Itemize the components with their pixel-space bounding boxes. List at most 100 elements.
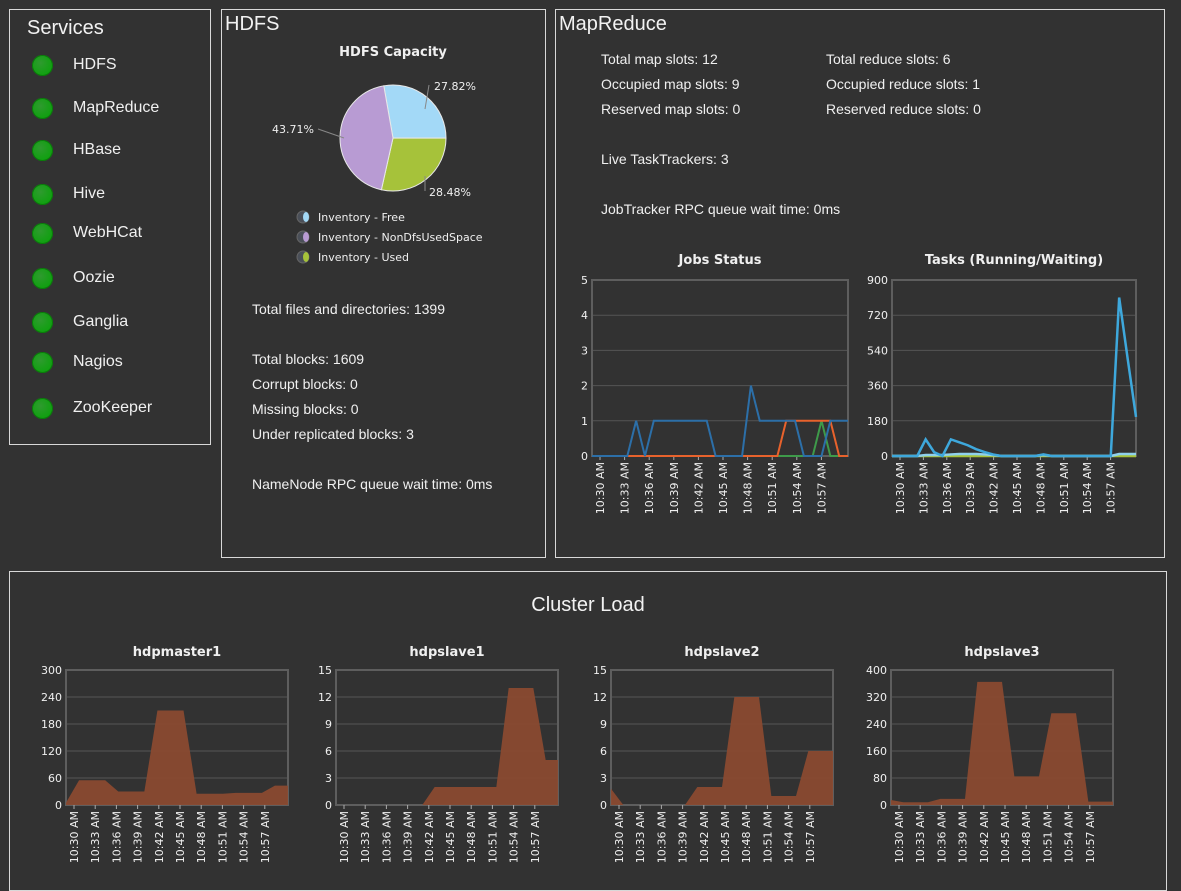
y-tick-label: 0 [880,799,887,812]
load-chart-hdpmaster1: hdpmaster1 0 60 120 180 240 300 10:30 AM 10:33 A… [41,645,289,863]
x-tick-label: 10:57 AM [1105,462,1118,514]
service-item-hbase[interactable]: HBase [32,138,121,162]
chart-title: Jobs Status [678,253,762,268]
y-tick-label: 120 [41,745,62,758]
status-ok-icon [32,183,53,205]
pie-slice [339,85,394,191]
service-label[interactable]: Ganglia [73,313,129,330]
service-label[interactable]: Oozie [73,269,115,286]
x-tick-label: 10:42 AM [153,811,166,863]
x-tick-label: 10:54 AM [1063,811,1076,863]
load-chart-hdpslave2: hdpslave2 0 3 6 9 12 15 10:30 AM 10:33 AM 10:36 A… [593,645,834,863]
x-tick-label: 10:39 AM [132,811,145,863]
y-tick-label: 3 [600,772,607,785]
series-line-running [592,385,848,457]
plot-frame [891,279,1137,457]
y-tick-label: 0 [581,450,588,463]
stat-live-tasktrackers: Live TaskTrackers: 3 [601,151,729,167]
x-tick-label: 10:45 AM [719,811,732,863]
services-panel: Services HDFS MapReduce HBase Hive WebHCat Oo… [9,9,211,445]
x-tick-label: 10:39 AM [957,811,970,863]
service-item-nagios[interactable]: Nagios [32,350,123,374]
stat-reserved-reduce-slots: Reserved reduce slots: 0 [826,101,981,117]
status-ok-icon [32,267,53,289]
legend-swatch [303,252,309,262]
y-tick-label: 900 [867,274,888,287]
stat-jobtracker-rpc: JobTracker RPC queue wait time: 0ms [601,201,841,217]
service-label[interactable]: ZooKeeper [73,399,153,416]
x-tick-label: 10:42 AM [692,462,705,514]
chart-title: Tasks (Running/Waiting) [925,253,1103,268]
x-tick-label: 10:39 AM [964,462,977,514]
legend-swatch [303,212,309,222]
stat-namenode-rpc: NameNode RPC queue wait time: 0ms [252,476,493,492]
legend-item: Inventory - Free [318,211,405,224]
service-label[interactable]: MapReduce [73,99,160,116]
tasks-chart: Tasks (Running/Waiting) 0 180 360 540 720 900 1… [867,253,1138,514]
service-label[interactable]: Nagios [73,353,123,370]
x-tick-label: 10:33 AM [619,462,632,514]
y-tick-label: 9 [325,718,332,731]
y-tick-label: 15 [318,664,332,677]
y-tick-label: 0 [600,799,607,812]
status-ok-icon [32,397,53,419]
y-tick-label: 4 [581,309,588,322]
service-item-oozie[interactable]: Oozie [32,266,115,290]
y-tick-label: 240 [41,691,62,704]
x-tick-label: 10:33 AM [634,811,647,863]
x-tick-label: 10:33 AM [359,811,372,863]
service-item-ganglia[interactable]: Ganglia [32,310,128,334]
x-tick-label: 10:57 AM [804,811,817,863]
stat-total-map-slots: Total map slots: 12 [601,51,718,67]
service-label[interactable]: Hive [73,185,106,202]
y-tick-label: 540 [867,344,888,357]
service-item-webhcat[interactable]: WebHCat [32,221,142,245]
y-tick-label: 80 [873,772,887,785]
stat-total-files: Total files and directories: 1399 [252,301,445,317]
pie-label: 43.71% [272,123,314,136]
status-ok-icon [32,222,53,244]
x-tick-label: 10:45 AM [999,811,1012,863]
service-item-zookeeper[interactable]: ZooKeeper [32,396,152,420]
x-tick-label: 10:51 AM [1058,462,1071,514]
cluster-load-title: Cluster Load [531,594,645,616]
plot-frame [591,279,849,457]
y-tick-label: 5 [581,274,588,287]
x-tick-label: 10:42 AM [698,811,711,863]
service-item-hive[interactable]: Hive [32,182,105,206]
x-tick-label: 10:36 AM [935,811,948,863]
x-tick-label: 10:54 AM [791,462,804,514]
y-tick-label: 6 [325,745,332,758]
x-tick-label: 10:30 AM [613,811,626,863]
services-title: Services [27,17,104,39]
x-tick-label: 10:51 AM [216,811,229,863]
mapreduce-panel: MapReduce Total map slots: 12 Occupied m… [555,9,1165,558]
service-label[interactable]: HBase [73,141,122,158]
y-tick-label: 3 [325,772,332,785]
stat-missing-blocks: Missing blocks: 0 [252,401,359,417]
x-tick-label: 10:57 AM [815,462,828,514]
y-tick-label: 1 [581,415,588,428]
x-tick-label: 10:48 AM [1020,811,1033,863]
stat-under-replicated: Under replicated blocks: 3 [252,426,414,442]
x-tick-label: 10:54 AM [783,811,796,863]
x-tick-label: 10:30 AM [68,811,81,863]
x-tick-label: 10:33 AM [914,811,927,863]
load-area [336,688,558,805]
pie-leader-line [317,128,345,139]
y-tick-label: 720 [867,309,888,322]
x-tick-label: 10:42 AM [978,811,991,863]
hdfs-title: HDFS [225,13,280,35]
pie-label: 28.48% [429,186,471,199]
jobs-status-chart: Jobs Status 0 1 2 3 4 5 10:30 AM 10:33 AM 10:36 A… [581,253,849,514]
y-tick-label: 400 [866,664,887,677]
x-tick-label: 10:45 AM [717,462,730,514]
service-item-mapreduce[interactable]: MapReduce [32,96,159,120]
x-tick-label: 10:39 AM [402,811,415,863]
service-label[interactable]: WebHCat [73,224,143,241]
service-item-hdfs[interactable]: HDFS [32,53,117,77]
x-tick-label: 10:51 AM [766,462,779,514]
service-label[interactable]: HDFS [73,56,117,73]
load-chart-hdpslave3: hdpslave3 0 80 160 240 320 400 10:30 AM 10:33 AM… [866,645,1114,863]
x-tick-label: 10:36 AM [643,462,656,514]
